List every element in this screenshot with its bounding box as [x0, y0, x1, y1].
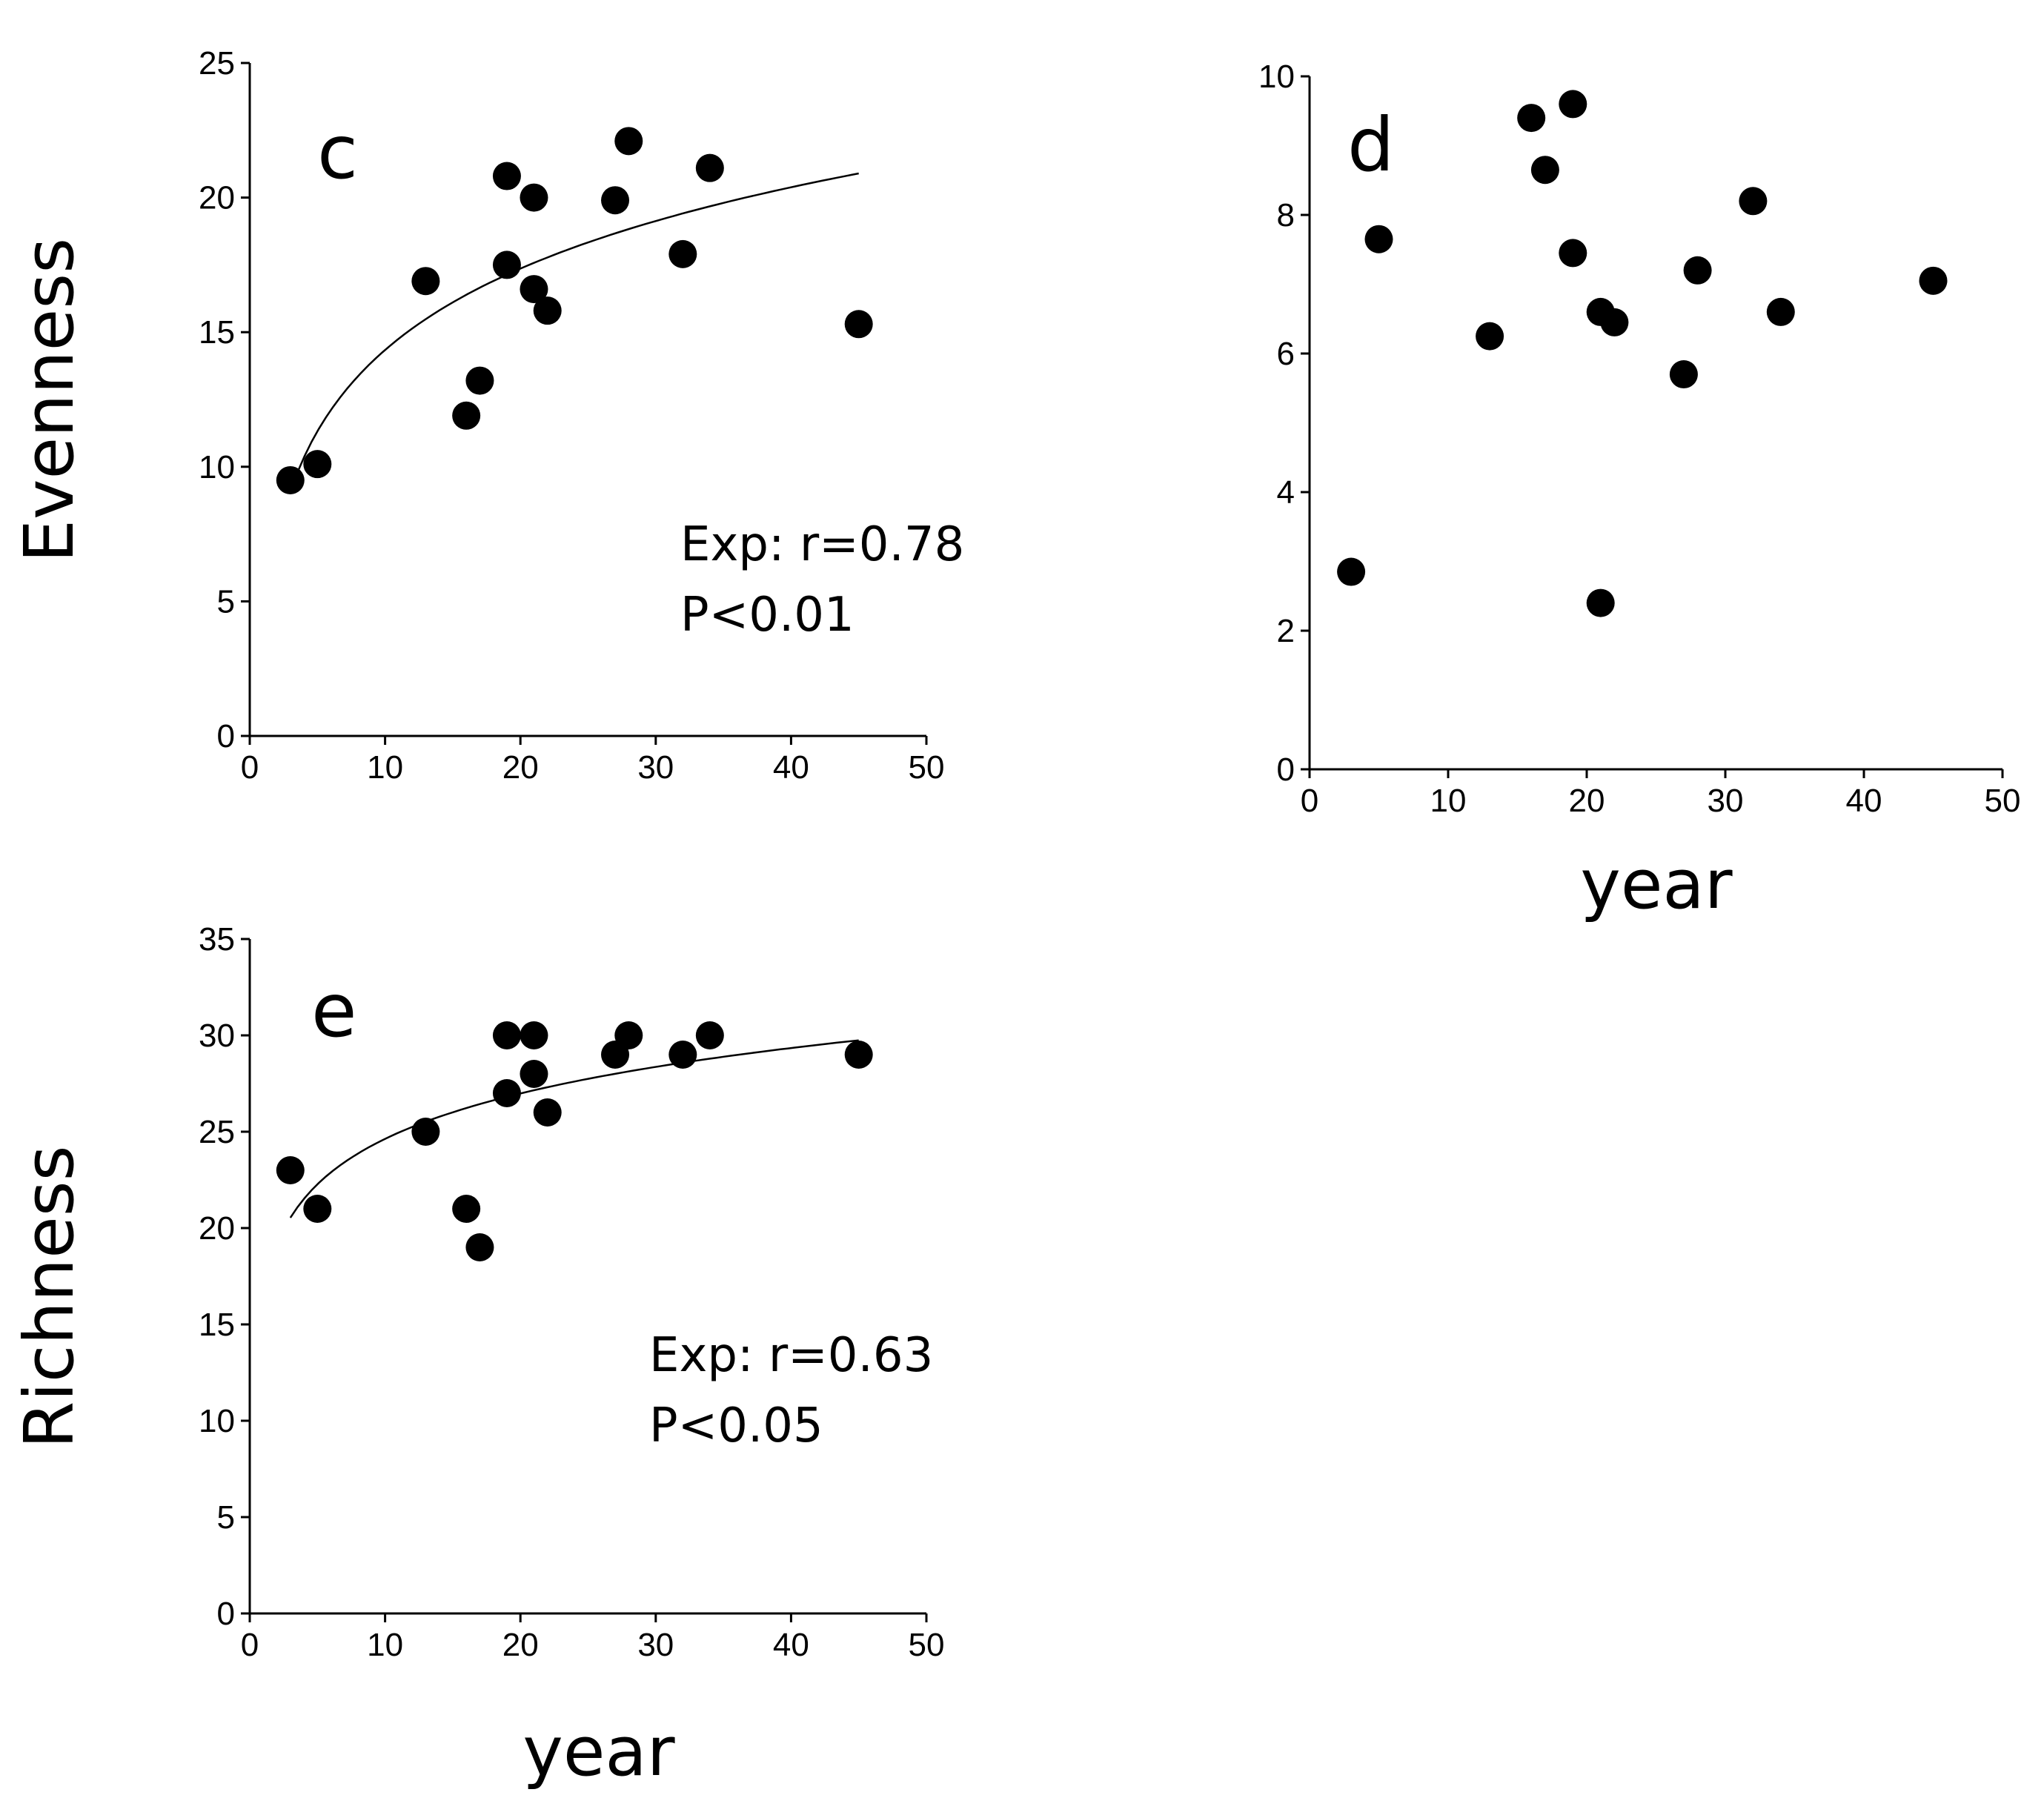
data-point	[303, 450, 332, 479]
data-point	[1766, 297, 1795, 326]
data-point	[492, 251, 521, 279]
y-tick-label: 6	[1277, 336, 1295, 372]
x-tick-label: 30	[1708, 783, 1744, 819]
data-point	[492, 1021, 521, 1049]
data-point	[1586, 588, 1615, 617]
y-tick-label: 15	[199, 314, 235, 351]
data-point	[411, 1118, 440, 1146]
data-point	[1739, 187, 1768, 216]
data-point	[452, 401, 481, 430]
data-point	[1559, 239, 1587, 268]
y-axis-title: Richness	[10, 1145, 89, 1448]
data-point	[601, 186, 630, 215]
panel-label: e	[311, 967, 357, 1054]
x-tick-label: 20	[1569, 783, 1605, 819]
y-tick-label: 25	[199, 45, 235, 82]
panel-label: c	[317, 109, 358, 196]
data-point	[520, 183, 548, 212]
y-axis-title: Evenness	[10, 238, 89, 563]
data-point	[520, 1021, 548, 1049]
stat-annotation: Exp: r=0.78	[680, 517, 964, 572]
data-point	[533, 296, 562, 325]
data-point	[276, 465, 305, 494]
data-point	[520, 275, 548, 304]
x-tick-label: 50	[909, 1627, 945, 1663]
data-point	[533, 1098, 562, 1127]
y-tick-label: 35	[199, 921, 235, 958]
y-tick-label: 5	[217, 1499, 235, 1536]
x-tick-label: 0	[241, 1627, 259, 1663]
y-tick-label: 5	[217, 583, 235, 620]
data-point	[411, 267, 440, 296]
x-tick-label: 10	[367, 749, 403, 786]
x-tick-label: 40	[1846, 783, 1882, 819]
data-point	[1517, 104, 1546, 133]
data-point	[1559, 90, 1587, 119]
data-point	[452, 1195, 481, 1223]
x-tick-label: 0	[1301, 783, 1318, 819]
stat-annotation: P<0.01	[680, 588, 855, 643]
x-axis-title: year	[522, 1712, 674, 1791]
data-point	[844, 310, 873, 339]
x-tick-label: 40	[773, 1627, 809, 1663]
data-point	[614, 1021, 643, 1049]
x-tick-label: 30	[637, 749, 674, 786]
data-point	[1669, 360, 1698, 389]
y-tick-label: 0	[1277, 752, 1295, 788]
x-tick-label: 10	[1430, 783, 1467, 819]
data-point	[303, 1195, 332, 1223]
data-point	[1919, 266, 1948, 295]
x-tick-label: 0	[241, 749, 259, 786]
data-point	[1364, 225, 1393, 253]
panel-e: 0 5 10 15 20 25 30 35 0 10 20 30 40 50 e Exp: r=0.63 P<0…	[10, 921, 944, 1791]
stat-annotation: Exp: r=0.63	[649, 1328, 933, 1383]
y-tick-label: 25	[199, 1114, 235, 1150]
data-point	[492, 1079, 521, 1107]
y-tick-label: 8	[1277, 197, 1295, 233]
y-tick-label: 30	[199, 1018, 235, 1054]
data-point	[668, 239, 697, 268]
x-tick-label: 40	[773, 749, 809, 786]
fit-curve	[289, 1039, 859, 1218]
data-point	[844, 1041, 873, 1069]
y-tick-label: 0	[217, 1596, 235, 1632]
data-point	[668, 1041, 697, 1069]
y-tick-label: 4	[1277, 474, 1295, 511]
panel-label: d	[1347, 102, 1394, 188]
y-tick-label: 2	[1277, 613, 1295, 649]
data-point	[276, 1156, 305, 1184]
x-tick-label: 30	[637, 1627, 674, 1663]
panel-d: 0 2 4 6 8 10 0 10 20 30 40 50 d year	[1258, 59, 2020, 924]
x-tick-label: 20	[502, 749, 539, 786]
data-point	[695, 153, 724, 182]
data-point	[465, 1233, 494, 1261]
data-point	[695, 1021, 724, 1049]
x-tick-label: 10	[367, 1627, 403, 1663]
x-tick-label: 50	[1985, 783, 2021, 819]
data-point	[1476, 322, 1504, 351]
panel-c: 0 5 10 15 20 25 0 10 20 30 40 50 c Exp: r=0.78 P<0.01 E…	[10, 45, 964, 786]
data-point	[1600, 308, 1629, 336]
y-tick-label: 10	[199, 1403, 235, 1439]
y-tick-label: 10	[1258, 59, 1295, 95]
data-point	[492, 162, 521, 190]
stat-annotation: P<0.05	[649, 1399, 823, 1453]
y-tick-label: 0	[217, 718, 235, 754]
y-tick-label: 20	[199, 180, 235, 216]
y-tick-label: 20	[199, 1210, 235, 1247]
x-tick-label: 20	[502, 1627, 539, 1663]
x-tick-label: 50	[909, 749, 945, 786]
y-tick-label: 15	[199, 1307, 235, 1343]
data-point	[1530, 156, 1559, 185]
y-tick-label: 10	[199, 449, 235, 485]
data-point	[1683, 256, 1712, 285]
data-point	[1337, 557, 1366, 586]
fit-curve	[289, 172, 859, 492]
data-point	[614, 127, 643, 156]
data-point	[520, 1060, 548, 1088]
x-axis-title: year	[1580, 845, 1732, 924]
data-point	[465, 366, 494, 395]
